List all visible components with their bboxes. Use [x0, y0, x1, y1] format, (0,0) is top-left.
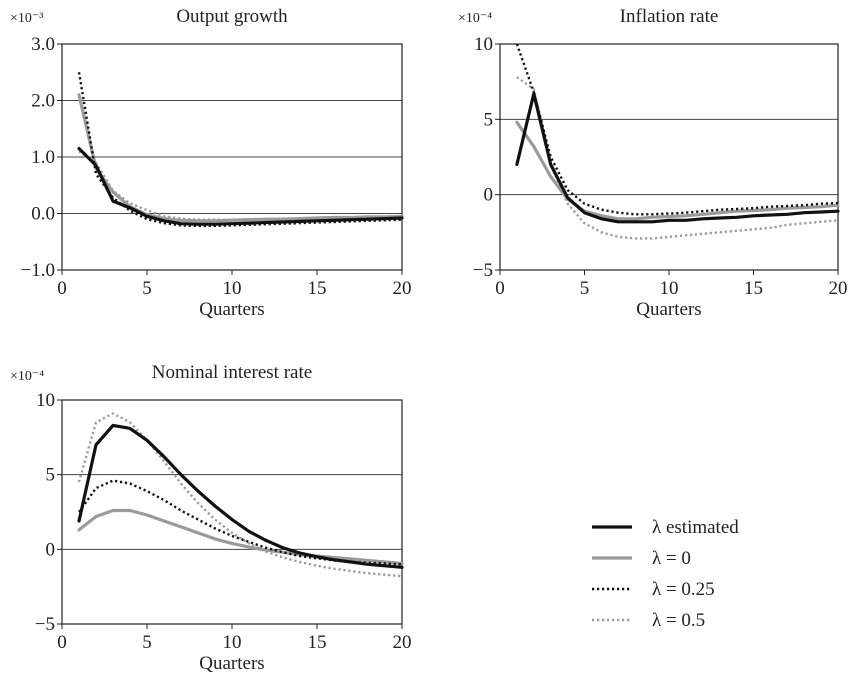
series-line-3	[78, 479, 403, 566]
legend-label: λ = 0	[652, 548, 691, 569]
x-axis-label: Quarters	[199, 299, 264, 320]
legend-label: λ = 0.25	[652, 579, 715, 600]
x-tick-label: 20	[393, 278, 412, 299]
y-tick-label: 2.0	[31, 91, 55, 112]
y-tick-label: 5	[46, 465, 56, 486]
series-line-3	[515, 43, 839, 216]
y-tick-label: 0	[46, 539, 56, 560]
series-line-2	[515, 120, 840, 221]
x-tick-label: 5	[580, 278, 590, 299]
y-tick-label: 5	[484, 109, 494, 130]
x-axis-label: Quarters	[199, 653, 264, 674]
x-tick-label: 10	[660, 278, 679, 299]
x-tick-label: 5	[142, 632, 152, 653]
x-tick-label: 10	[223, 632, 242, 653]
y-tick-label: −5	[473, 260, 493, 281]
series-line-4	[77, 412, 403, 578]
x-tick-label: 0	[495, 278, 505, 299]
x-axis-label: Quarters	[636, 299, 701, 320]
series-line-1	[77, 146, 404, 226]
legend-label: λ = 0.5	[652, 610, 705, 631]
y-tick-label: 10	[36, 390, 55, 411]
series-line-4	[78, 150, 403, 221]
y-axis-multiplier: ×10⁻⁴	[458, 11, 492, 26]
x-tick-label: 15	[308, 632, 327, 653]
series-line-1	[77, 423, 404, 569]
y-tick-label: −1.0	[21, 260, 55, 281]
legend: λ estimated λ = 0 λ = 0.25 λ = 0.5	[592, 517, 739, 631]
chart-panel-1: Output growth ×10⁻³ −1.0 0.0 1.0 2.0 3.0 0 5 10 15…	[10, 6, 412, 320]
y-tick-label: 0.0	[31, 204, 55, 225]
y-tick-label: −5	[35, 614, 55, 635]
y-tick-label: 3.0	[31, 34, 55, 55]
y-axis-multiplier: ×10⁻³	[10, 11, 43, 26]
series-line-3	[77, 72, 403, 228]
y-axis-multiplier: ×10⁻⁴	[10, 369, 44, 384]
x-tick-label: 0	[57, 632, 67, 653]
plot-frame	[499, 43, 839, 271]
x-tick-label: 15	[308, 278, 327, 299]
x-tick-label: 5	[142, 278, 152, 299]
x-tick-label: 20	[393, 632, 412, 653]
chart-title: Inflation rate	[620, 6, 719, 27]
series-line-4	[516, 76, 839, 240]
chart-title: Output growth	[176, 6, 288, 27]
series-line-2	[77, 508, 404, 566]
legend-label: λ estimated	[652, 517, 739, 538]
x-tick-label: 10	[223, 278, 242, 299]
y-tick-label: 10	[474, 34, 493, 55]
x-tick-label: 20	[829, 278, 848, 299]
x-tick-label: 0	[57, 278, 67, 299]
y-tick-label: 0	[484, 185, 494, 206]
y-tick-label: 1.0	[31, 147, 55, 168]
chart-title: Nominal interest rate	[152, 362, 312, 383]
x-tick-label: 15	[744, 278, 763, 299]
series-line-1	[515, 92, 840, 224]
